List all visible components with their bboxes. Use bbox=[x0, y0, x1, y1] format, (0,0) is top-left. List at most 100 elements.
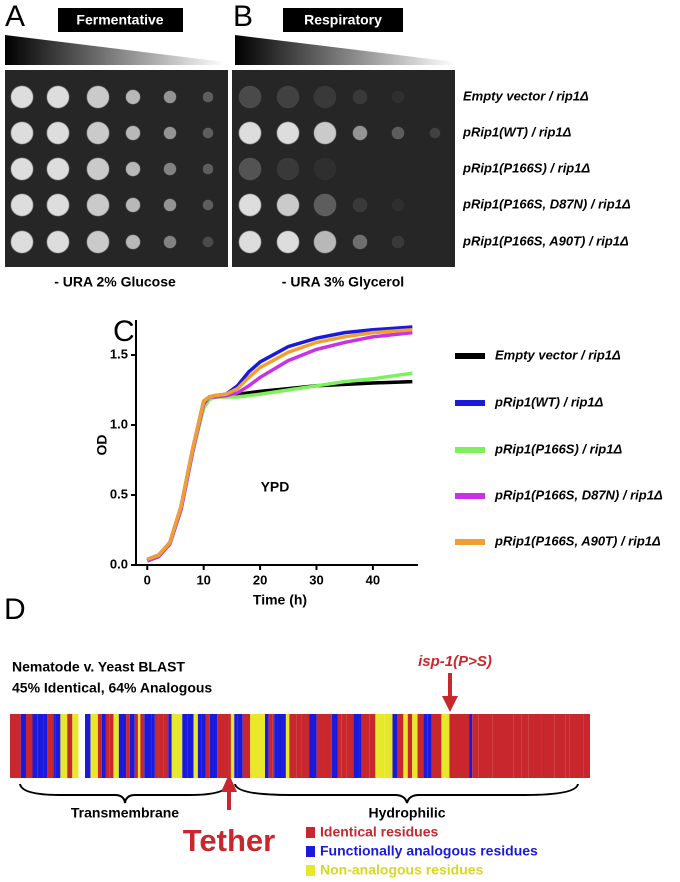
legend-label: pRip1(WT) / rip1Δ bbox=[494, 394, 604, 409]
spot bbox=[125, 125, 141, 141]
residue-stripe bbox=[346, 714, 354, 778]
residue-stripe bbox=[85, 714, 91, 778]
spot bbox=[86, 230, 110, 254]
spot bbox=[163, 235, 177, 249]
spot bbox=[10, 193, 34, 217]
spot bbox=[125, 161, 141, 177]
residue-stripe bbox=[257, 714, 265, 778]
residue-stripe bbox=[384, 714, 393, 778]
spot bbox=[46, 85, 70, 109]
header: Fermentative bbox=[76, 12, 163, 28]
residue-stripe bbox=[569, 714, 584, 778]
residue-stripe bbox=[250, 714, 258, 778]
residue-stripe bbox=[521, 714, 529, 778]
residue-stripe bbox=[472, 714, 479, 778]
spot bbox=[276, 157, 300, 181]
residue-stripe bbox=[392, 714, 397, 778]
residue-stripe bbox=[431, 714, 442, 778]
residue-stripe bbox=[10, 714, 18, 778]
residue-stripe bbox=[217, 714, 225, 778]
residue-stripe bbox=[441, 714, 450, 778]
spot bbox=[86, 157, 110, 181]
residue-stripe bbox=[230, 714, 235, 778]
y-tick-label: 0.0 bbox=[110, 556, 128, 571]
residue-stripe bbox=[55, 714, 61, 778]
residue-stripe bbox=[469, 714, 473, 778]
spot bbox=[10, 121, 34, 145]
spot bbox=[46, 157, 70, 181]
header-box bbox=[283, 8, 403, 32]
residue-stripe bbox=[176, 714, 183, 778]
residue-stripe bbox=[427, 714, 432, 778]
spot bbox=[313, 121, 337, 145]
panel-label: B bbox=[233, 0, 253, 33]
residue-stripe bbox=[242, 714, 251, 778]
residue-stripe bbox=[67, 714, 73, 778]
residue-stripe bbox=[205, 714, 210, 778]
residue-stripe bbox=[17, 714, 21, 778]
spot bbox=[313, 193, 337, 217]
strain-label: pRip1(P166S) / rip1Δ bbox=[462, 160, 590, 175]
y-tick-label: 1.0 bbox=[110, 416, 128, 431]
residue-stripe bbox=[90, 714, 98, 778]
residue-stripe bbox=[129, 714, 135, 778]
residue-stripe bbox=[277, 714, 283, 778]
medium: - URA 3% Glycerol bbox=[282, 274, 404, 290]
legend-swatch bbox=[306, 865, 315, 876]
spot bbox=[86, 85, 110, 109]
legend-label: pRip1(P166S, D87N) / rip1Δ bbox=[494, 487, 663, 502]
mutation-label: isp-1(P>S) bbox=[418, 653, 492, 670]
residue-stripe bbox=[541, 714, 555, 778]
residue-stripe bbox=[154, 714, 159, 778]
residue-stripe bbox=[101, 714, 106, 778]
residue-stripe bbox=[396, 714, 404, 778]
x-axis-title: Time (h) bbox=[253, 592, 307, 608]
residue-stripe bbox=[25, 714, 33, 778]
residue-stripe bbox=[369, 714, 376, 778]
spot bbox=[10, 85, 34, 109]
residue-stripe bbox=[449, 714, 470, 778]
legend-label: Identical residues bbox=[320, 824, 438, 840]
spot bbox=[276, 85, 300, 109]
spot bbox=[276, 121, 300, 145]
residue-stripe bbox=[32, 714, 38, 778]
spot bbox=[163, 90, 177, 104]
spot bbox=[352, 234, 368, 250]
line-series bbox=[146, 325, 413, 562]
strain-label: pRip1(WT) / rip1Δ bbox=[462, 124, 572, 139]
residue-stripe bbox=[377, 714, 385, 778]
line-series bbox=[146, 328, 413, 562]
residue-stripe bbox=[144, 714, 152, 778]
residue-stripe bbox=[182, 714, 188, 778]
residue-stripe bbox=[289, 714, 297, 778]
residue-stripe bbox=[224, 714, 229, 778]
legend-label: pRip1(P166S) / rip1Δ bbox=[494, 441, 622, 456]
residue-stripe bbox=[417, 714, 424, 778]
residue-stripe bbox=[234, 714, 238, 778]
spot bbox=[46, 193, 70, 217]
strain-label: pRip1(P166S, A90T) / rip1Δ bbox=[462, 233, 629, 248]
spot bbox=[238, 193, 262, 217]
residue-stripe bbox=[193, 714, 198, 778]
spot bbox=[238, 85, 262, 109]
figure-static: A Fermentative - URA 2% Glucose B Respir… bbox=[4, 0, 579, 878]
x-tick-label: 0 bbox=[144, 572, 151, 587]
spot bbox=[392, 199, 404, 211]
residue-stripe bbox=[168, 714, 172, 778]
spot bbox=[352, 89, 368, 105]
region-label: Transmembrane bbox=[71, 805, 179, 821]
residue-stripe bbox=[513, 714, 522, 778]
residue-stripe bbox=[53, 714, 56, 778]
spot bbox=[46, 121, 70, 145]
header: Respiratory bbox=[304, 12, 382, 28]
spot bbox=[202, 236, 214, 248]
residue-stripe bbox=[324, 714, 332, 778]
x-tick-label: 30 bbox=[309, 572, 323, 587]
residue-stripe bbox=[407, 714, 413, 778]
residue-stripe bbox=[113, 714, 119, 778]
y-tick-label: 0.5 bbox=[110, 486, 128, 501]
residue-stripe bbox=[134, 714, 138, 778]
spot bbox=[163, 126, 177, 140]
line-series bbox=[146, 330, 413, 563]
legend-swatch bbox=[306, 846, 315, 857]
